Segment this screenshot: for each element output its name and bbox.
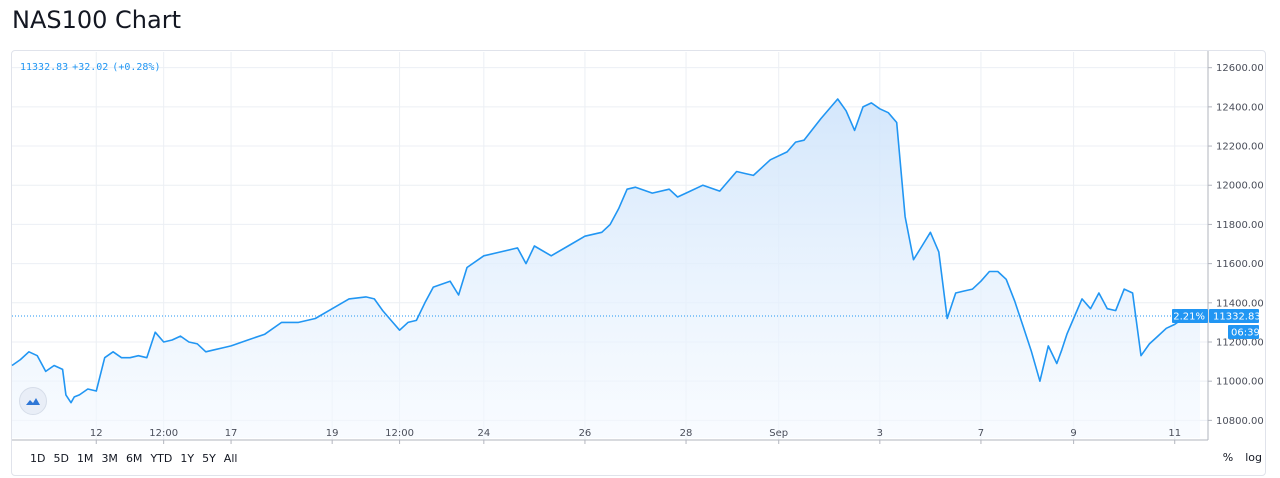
x-tick-label: 24 — [477, 428, 490, 439]
time-axis-labels: 12 12:00 17 19 12:00 24 26 28 Sep 3 7 9 11 — [90, 428, 1181, 439]
y-tick-label: 12200.00 — [1216, 142, 1264, 153]
y-tick-label: 10800.00 — [1216, 416, 1264, 427]
chart-frame[interactable] — [11, 50, 1266, 476]
x-tick-label: 9 — [1070, 428, 1076, 439]
y-tick-label: 11200.00 — [1216, 337, 1264, 348]
y-tick-label: 11000.00 — [1216, 377, 1264, 388]
countdown-tag-text: 06:39 — [1231, 327, 1260, 338]
x-tick-label: 12:00 — [385, 428, 414, 439]
x-tick-label: 26 — [579, 428, 592, 439]
x-tick-label: 7 — [978, 428, 984, 439]
legend-price: 11332.83 — [20, 62, 69, 73]
range-ytd-button[interactable]: YTD — [150, 452, 173, 465]
range-3m-button[interactable]: 3M — [101, 452, 118, 465]
legend-change-pct: (+0.28%) — [112, 62, 161, 73]
price-axis-labels: 10800.00 11000.00 11200.00 11400.00 11600.00… — [1216, 63, 1264, 427]
price-area-fill — [12, 99, 1200, 438]
log-scale-button[interactable]: log — [1245, 451, 1262, 464]
cloud-icon — [26, 398, 40, 405]
x-tick-label: 3 — [877, 428, 883, 439]
price-tag-group: 2.21% 11332.83 06:39 — [1172, 308, 1261, 339]
y-tick-label: 12000.00 — [1216, 181, 1264, 192]
y-tick-label: 11600.00 — [1216, 259, 1264, 270]
countdown-tag — [1228, 324, 1259, 339]
x-tick-label: 12 — [90, 428, 103, 439]
x-tick-label: 17 — [225, 428, 238, 439]
x-tick-label: 28 — [680, 428, 693, 439]
range-6m-button[interactable]: 6M — [125, 452, 143, 465]
change-percent-tag-text: 2.21% — [1173, 311, 1205, 322]
y-tick-label: 12600.00 — [1216, 63, 1264, 74]
y-tick-label: 11800.00 — [1216, 220, 1264, 231]
range-1d-button[interactable]: 1D — [30, 452, 46, 465]
page-title: NAS100 Chart — [12, 6, 181, 34]
range-1y-button[interactable]: 1Y — [180, 452, 195, 465]
range-5y-button[interactable]: 5Y — [202, 452, 216, 465]
current-price-tag — [1209, 308, 1259, 323]
current-price-tag-text: 11332.83 — [1213, 311, 1261, 322]
tradingview-logo[interactable] — [19, 387, 47, 415]
price-legend: 11332.83 +32.02 (+0.28%) — [20, 62, 164, 73]
scale-options: % log — [1223, 451, 1262, 464]
x-tick-label: Sep — [769, 428, 788, 439]
x-tick-label: 12:00 — [149, 428, 178, 439]
range-5d-button[interactable]: 5D — [53, 452, 69, 465]
y-tick-label: 11400.00 — [1216, 298, 1264, 309]
percent-scale-button[interactable]: % — [1222, 451, 1234, 464]
x-tick-label: 11 — [1168, 428, 1181, 439]
range-all-button[interactable]: All — [223, 452, 238, 465]
legend-change: +32.02 — [72, 62, 109, 73]
price-line — [11, 98, 1201, 404]
x-tick-label: 19 — [326, 428, 339, 439]
range-selector: 1D 5D 1M 3M 6M YTD 1Y 5Y All — [26, 451, 241, 466]
y-tick-label: 12400.00 — [1216, 102, 1264, 113]
range-1m-button[interactable]: 1M — [76, 452, 94, 465]
change-percent-tag — [1172, 308, 1208, 323]
